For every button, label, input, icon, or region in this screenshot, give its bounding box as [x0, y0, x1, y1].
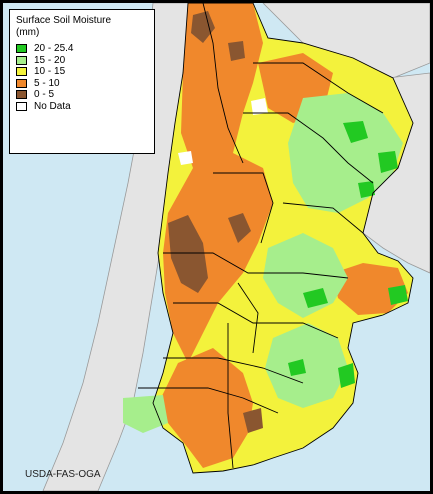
boundary-10: [138, 387, 279, 414]
legend-swatch: [16, 78, 27, 88]
legend-label: 0 - 5: [34, 89, 55, 101]
moisture-20-25-regions: [288, 121, 408, 388]
boundary-1: [202, 3, 244, 164]
argentina-outline: [152, 3, 414, 474]
lightgreen-region-southeast: [265, 323, 348, 408]
legend-title: Surface Soil Moisture (mm): [16, 15, 112, 38]
lightgreen-region-center-east: [263, 233, 348, 318]
legend-item: 20 - 25.4: [16, 43, 148, 55]
boundary-6: [163, 252, 349, 279]
legend-label: 5 - 10: [34, 77, 60, 89]
moisture-15-20-regions: [123, 93, 403, 433]
brown-region-andes: [168, 215, 208, 293]
boundary-3: [243, 112, 374, 184]
brown-region-north-2: [228, 41, 245, 61]
boundary-5: [282, 202, 364, 234]
boundary-8: [173, 302, 339, 339]
moisture-0-5-regions: [168, 11, 263, 433]
legend-swatch: [16, 101, 27, 111]
legend-label: 20 - 25.4: [34, 43, 74, 55]
orange-region-east: [333, 263, 408, 315]
boundary-7: [237, 282, 259, 354]
legend-swatch: [16, 55, 27, 65]
brown-region-center: [228, 213, 251, 243]
green-patch-4: [303, 288, 328, 308]
boundary-9: [163, 357, 304, 384]
map-legend: Surface Soil Moisture (mm) 20 - 25.4 15 -…: [9, 9, 155, 154]
legend-swatch: [16, 90, 27, 100]
green-patch-5: [388, 285, 408, 305]
legend-label: 10 - 15: [34, 66, 66, 78]
green-patch-6: [288, 359, 306, 376]
province-boundaries: [138, 3, 414, 474]
lightgreen-region-northeast: [288, 93, 403, 213]
green-patch-3: [358, 181, 375, 198]
legend-item: No Data: [16, 101, 148, 113]
green-patch-2: [378, 151, 398, 173]
brown-region-north-1: [191, 11, 215, 43]
green-patch-1: [343, 121, 368, 143]
legend-item: 5 - 10: [16, 78, 148, 90]
legend-swatch: [16, 44, 27, 54]
legend-item: 10 - 15: [16, 66, 148, 78]
legend-label: 15 - 20: [34, 54, 66, 66]
brown-region-south: [243, 408, 263, 433]
legend-item: 15 - 20: [16, 55, 148, 67]
green-patch-7: [338, 363, 355, 388]
orange-region-central: [163, 153, 273, 363]
legend-label: No Data: [34, 100, 71, 112]
legend-item: 0 - 5: [16, 89, 148, 101]
soil-moisture-map: [3, 3, 430, 491]
nodata-regions: [178, 98, 268, 165]
source-credit: USDA-FAS-OGA: [25, 469, 101, 480]
nodata-patch-2: [178, 151, 193, 165]
nodata-patch-1: [251, 98, 268, 115]
lightgreen-region-southwest: [123, 395, 168, 433]
boundary-11: [227, 323, 234, 469]
boundary-4: [213, 172, 274, 244]
legend-swatch: [16, 67, 27, 77]
boundary-2: [253, 62, 384, 114]
